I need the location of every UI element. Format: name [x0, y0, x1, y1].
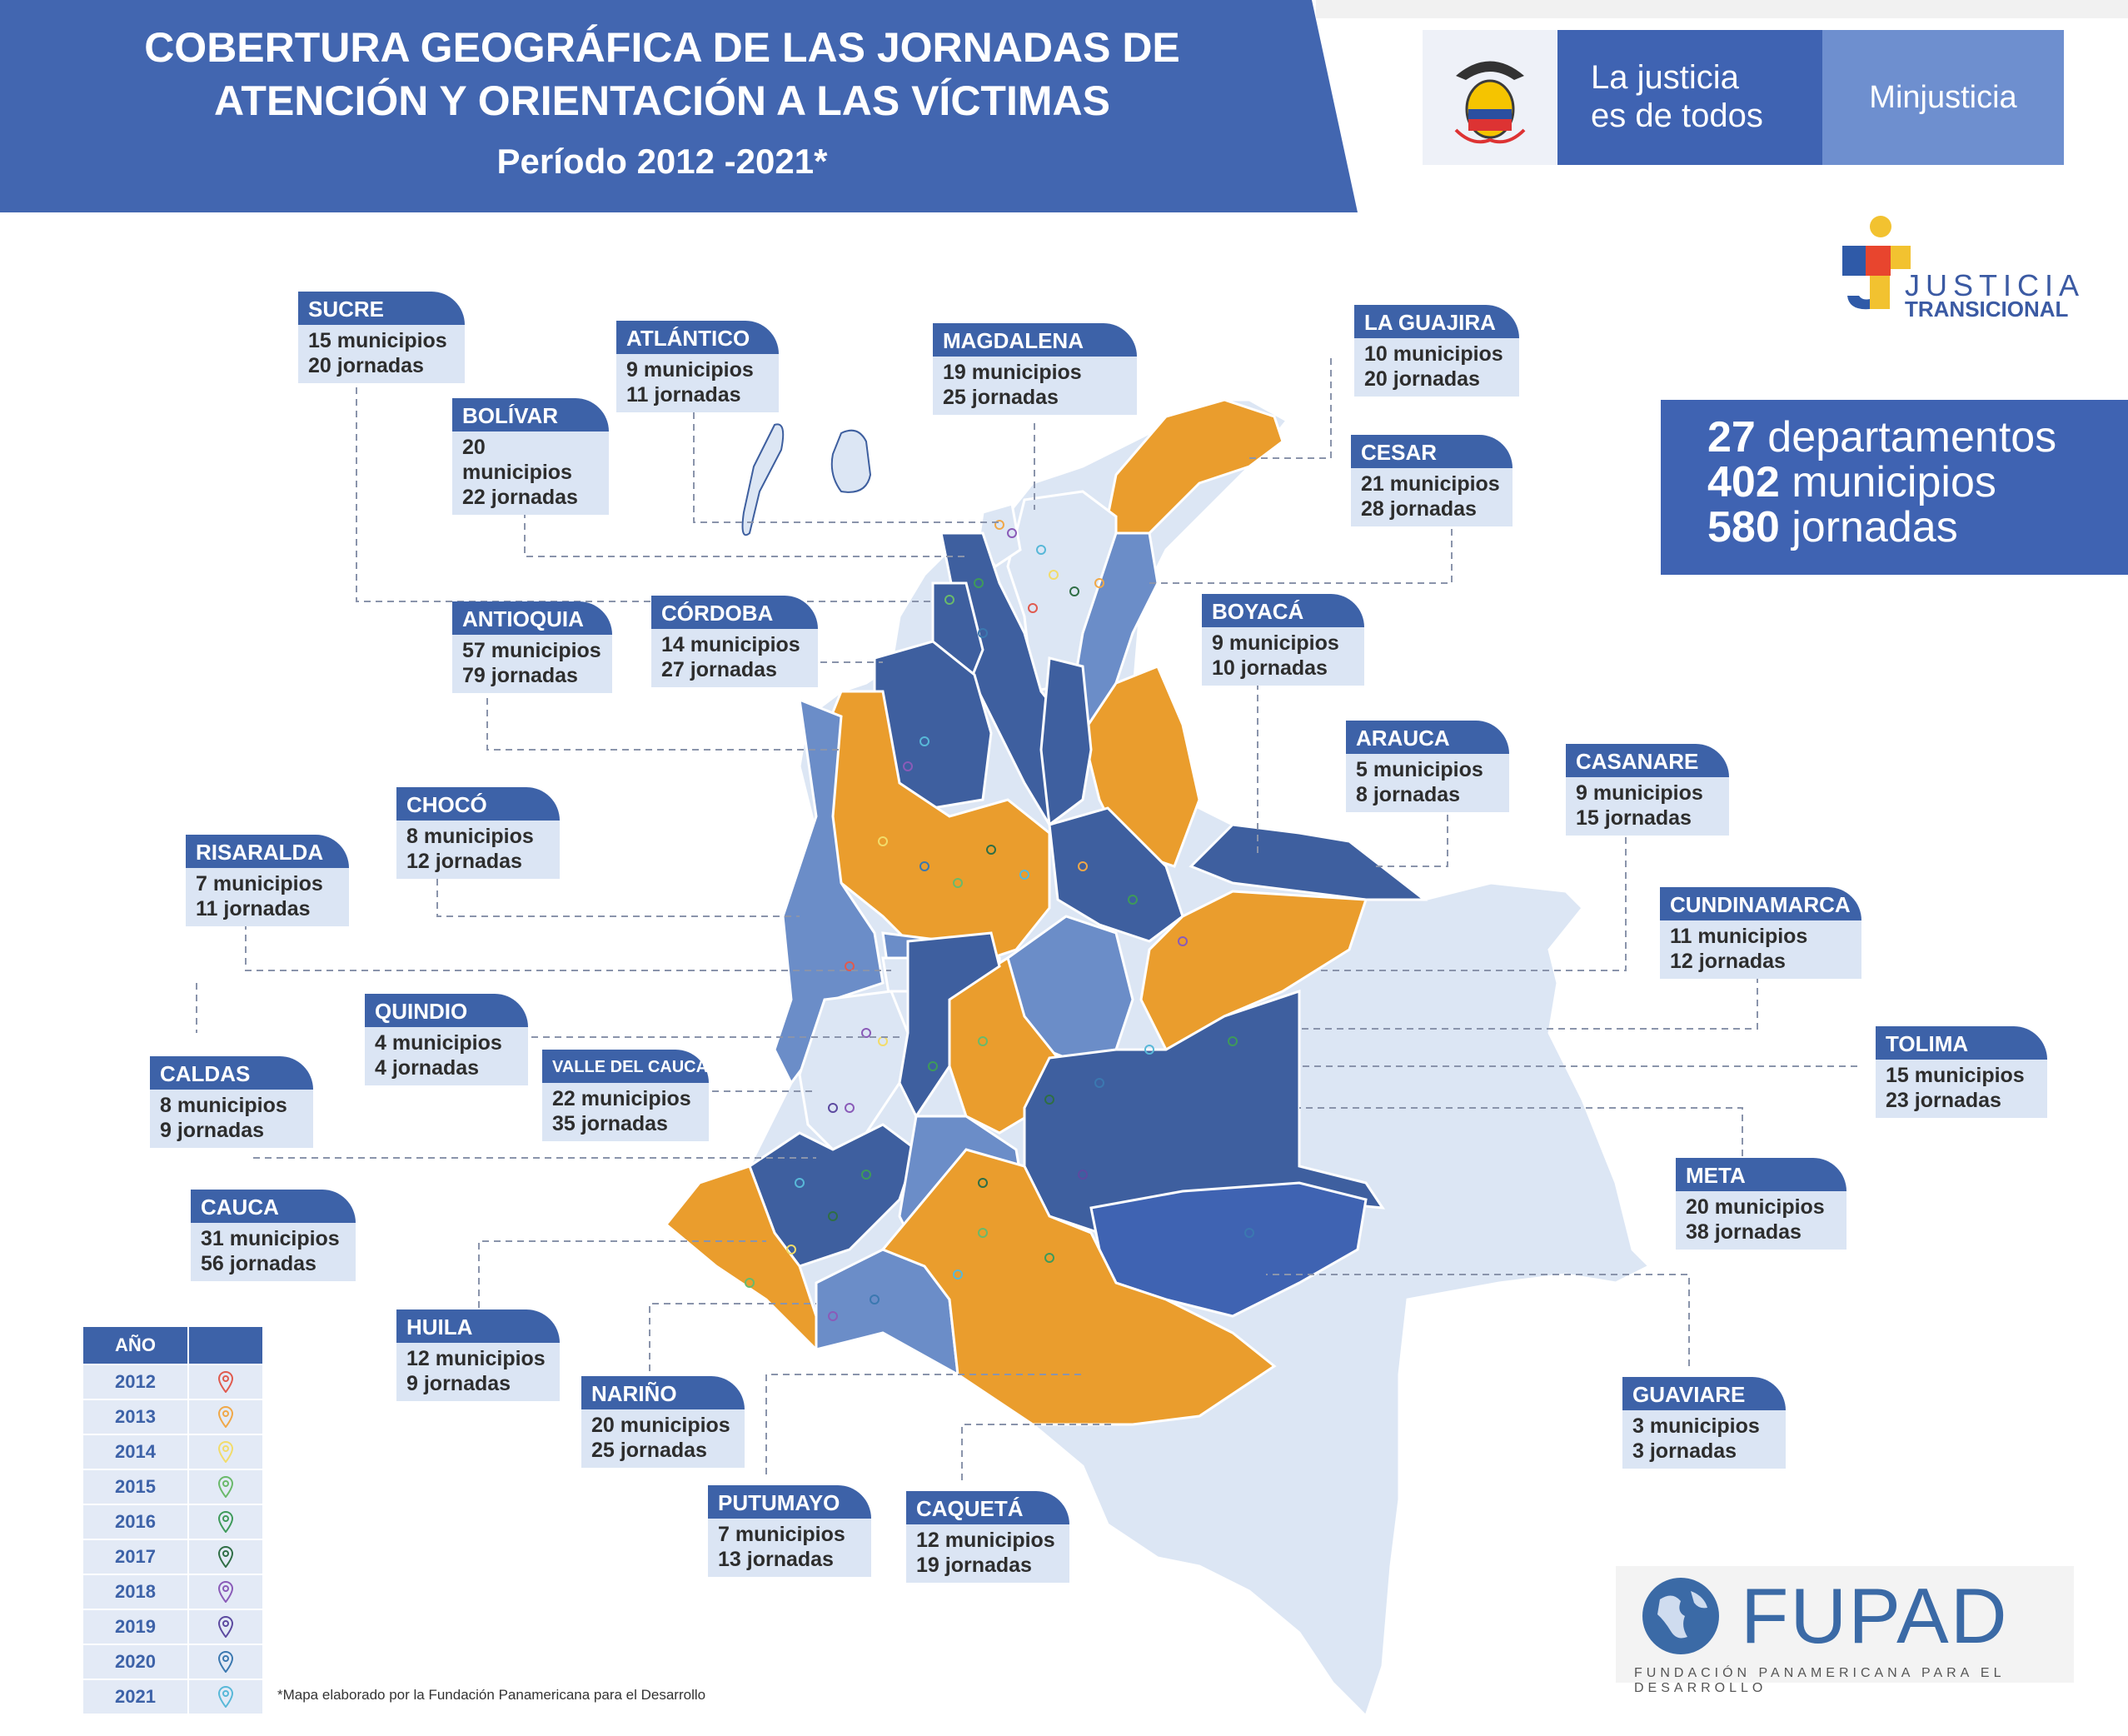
legend-header: AÑO [83, 1327, 262, 1364]
map-pin-icon [189, 1371, 262, 1393]
label-quindio: QUINDIO 4 municipios 4 jornadas [365, 994, 528, 1085]
providencia-island [830, 429, 872, 493]
title-line-1: COBERTURA GEOGRÁFICA DE LAS JORNADAS DE [144, 24, 1180, 71]
legend-row: 2012 [83, 1364, 262, 1399]
period-subtitle: Período 2012 -2021* [496, 142, 828, 181]
legend-row: 2018 [83, 1574, 262, 1609]
label-bolivar: BOLÍVAR 20 municipios 22 jornadas [452, 398, 609, 515]
region-valle-east [898, 931, 1001, 1119]
title-line-2: ATENCIÓN Y ORIENTACIÓN A LAS VÍCTIMAS [214, 77, 1110, 124]
label-casanare: CASANARE 9 municipios 15 jornadas [1566, 744, 1729, 836]
label-sucre: SUCRE 15 municipios 20 jornadas [298, 292, 465, 383]
legend-row: 2016 [83, 1504, 262, 1539]
fupad-wordmark: FUPAD [1741, 1572, 2009, 1659]
legend-year: 2013 [83, 1400, 189, 1434]
total-municipios: 402 municipios [1707, 458, 1996, 506]
jt-logo-line-1: JUSTICIA [1905, 268, 2086, 302]
label-caldas: CALDAS 8 municipios 9 jornadas [150, 1056, 313, 1148]
legend-row: 2019 [83, 1609, 262, 1644]
legend-year: 2021 [83, 1680, 189, 1714]
label-cundinamarca: CUNDINAMARCA 11 municipios 12 jornadas [1660, 887, 1861, 979]
total-departamentos: 27 departamentos [1707, 413, 2057, 461]
label-meta: META 20 municipios 38 jornadas [1676, 1158, 1846, 1250]
legend-row: 2014 [83, 1434, 262, 1469]
header-banner [0, 0, 1358, 212]
globe-icon [1642, 1578, 1719, 1654]
label-cesar: CESAR 21 municipios 28 jornadas [1351, 435, 1513, 526]
justicia-transicional-logo-icon [1842, 216, 1911, 310]
label-la-guajira: LA GUAJIRA 10 municipios 20 jornadas [1354, 305, 1519, 397]
legend-year: 2020 [83, 1645, 189, 1679]
legend-row: 2020 [83, 1644, 262, 1679]
legend-year: 2012 [83, 1365, 189, 1399]
government-brand: La justicia es de todos Minjusticia [1423, 30, 2064, 165]
label-magdalena: MAGDALENA 19 municipios 25 jornadas [933, 323, 1137, 415]
san-andres-island [741, 423, 785, 536]
slogan: La justicia es de todos [1557, 30, 1822, 165]
map-pin-icon [189, 1651, 262, 1673]
map-pin-icon [189, 1616, 262, 1638]
label-cauca: CAUCA 31 municipios 56 jornadas [191, 1190, 356, 1281]
map-pin-icon [189, 1581, 262, 1603]
label-atlantico: ATLÁNTICO 9 municipios 11 jornadas [616, 321, 779, 412]
legend-year: 2016 [83, 1505, 189, 1539]
label-putumayo: PUTUMAYO 7 municipios 13 jornadas [708, 1485, 871, 1577]
label-narino: NARIÑO 20 municipios 25 jornadas [581, 1376, 745, 1468]
map-pin-icon [189, 1406, 262, 1428]
label-antioquia: ANTIOQUIA 57 municipios 79 jornadas [452, 601, 612, 693]
top-bar [1316, 0, 2128, 18]
year-legend: AÑO 2012 2013 2014 2015 2016 2017 2018 2019 2020… [83, 1327, 262, 1714]
label-huila: HUILA 12 municipios 9 jornadas [396, 1309, 560, 1401]
legend-row: 2021 [83, 1679, 262, 1714]
label-valle-del-cauca: VALLE DEL CAUCA 22 municipios 35 jornadas [542, 1050, 709, 1141]
label-guaviare: GUAVIARE 3 municipios 3 jornadas [1622, 1377, 1786, 1469]
map-pin-icon [189, 1476, 262, 1498]
slogan-line-2: es de todos [1591, 97, 1763, 134]
region-la-guajira [1106, 398, 1284, 552]
label-choco: CHOCÓ 8 municipios 12 jornadas [396, 787, 560, 879]
region-arauca [1189, 823, 1428, 901]
legend-year: 2017 [83, 1540, 189, 1574]
legend-year: 2019 [83, 1610, 189, 1644]
label-tolima: TOLIMA 15 municipios 23 jornadas [1876, 1026, 2047, 1118]
map-pin-icon [189, 1511, 262, 1533]
label-arauca: ARAUCA 5 municipios 8 jornadas [1346, 721, 1509, 812]
jt-logo-line-2: TRANSICIONAL [1905, 297, 2069, 322]
legend-row: 2017 [83, 1539, 262, 1574]
legend-year: 2018 [83, 1575, 189, 1609]
footnote: *Mapa elaborado por la Fundación Panamer… [277, 1687, 706, 1703]
total-jornadas: 580 jornadas [1707, 503, 1958, 551]
fupad-subtitle: FUNDACIÓN PANAMERICANA PARA EL DESARROLL… [1634, 1666, 2005, 1695]
label-caqueta: CAQUETÁ 12 municipios 19 jornadas [906, 1491, 1069, 1583]
legend-row: 2015 [83, 1469, 262, 1504]
label-cordoba: CÓRDOBA 14 municipios 27 jornadas [651, 596, 818, 687]
region-caqueta [880, 1148, 1277, 1426]
map-pin-icon [189, 1686, 262, 1708]
slogan-line-1: La justicia [1591, 59, 1739, 96]
label-risaralda: RISARALDA 7 municipios 11 jornadas [186, 835, 349, 926]
totals-box: 27 departamentos 402 municipios 580 jorn… [1661, 400, 2128, 575]
ministry-label: Minjusticia [1822, 30, 2064, 165]
legend-row: 2013 [83, 1399, 262, 1434]
region-casanare [1139, 890, 1368, 1052]
legend-year: 2015 [83, 1470, 189, 1504]
map-pin-icon [189, 1546, 262, 1568]
legend-year: 2014 [83, 1435, 189, 1469]
region-norte-santander [1039, 656, 1093, 827]
label-boyaca: BOYACÁ 9 municipios 10 jornadas [1202, 594, 1364, 686]
region-boyaca [1048, 806, 1184, 943]
map-pin-icon [189, 1441, 262, 1463]
jornada-markers [745, 520, 1254, 1321]
coat-of-arms-icon [1423, 30, 1557, 165]
